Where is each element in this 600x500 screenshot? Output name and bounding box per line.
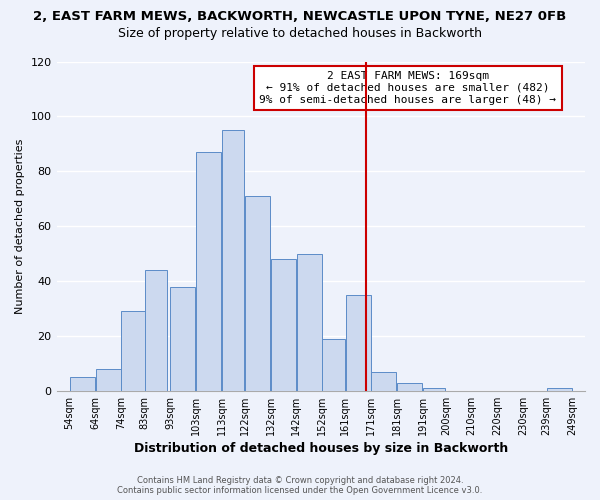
Text: 2, EAST FARM MEWS, BACKWORTH, NEWCASTLE UPON TYNE, NE27 0FB: 2, EAST FARM MEWS, BACKWORTH, NEWCASTLE … (34, 10, 566, 23)
Bar (322, 338, 345, 391)
Bar (95, 369, 121, 391)
Y-axis label: Number of detached properties: Number of detached properties (15, 138, 25, 314)
Bar (271, 259, 296, 391)
Bar (222, 130, 244, 391)
Bar (547, 388, 572, 391)
X-axis label: Distribution of detached houses by size in Backworth: Distribution of detached houses by size … (134, 442, 508, 455)
Text: Size of property relative to detached houses in Backworth: Size of property relative to detached ho… (118, 28, 482, 40)
Bar (70, 377, 95, 391)
Bar (371, 372, 397, 391)
Bar (245, 196, 270, 391)
Bar (196, 152, 221, 391)
Bar (423, 388, 445, 391)
Bar (346, 295, 371, 391)
Bar (296, 254, 322, 391)
Text: Contains HM Land Registry data © Crown copyright and database right 2024.
Contai: Contains HM Land Registry data © Crown c… (118, 476, 482, 495)
Bar (145, 270, 167, 391)
Text: 2 EAST FARM MEWS: 169sqm
← 91% of detached houses are smaller (482)
9% of semi-d: 2 EAST FARM MEWS: 169sqm ← 91% of detach… (259, 72, 556, 104)
Bar (170, 286, 196, 391)
Bar (397, 382, 422, 391)
Bar (121, 311, 146, 391)
